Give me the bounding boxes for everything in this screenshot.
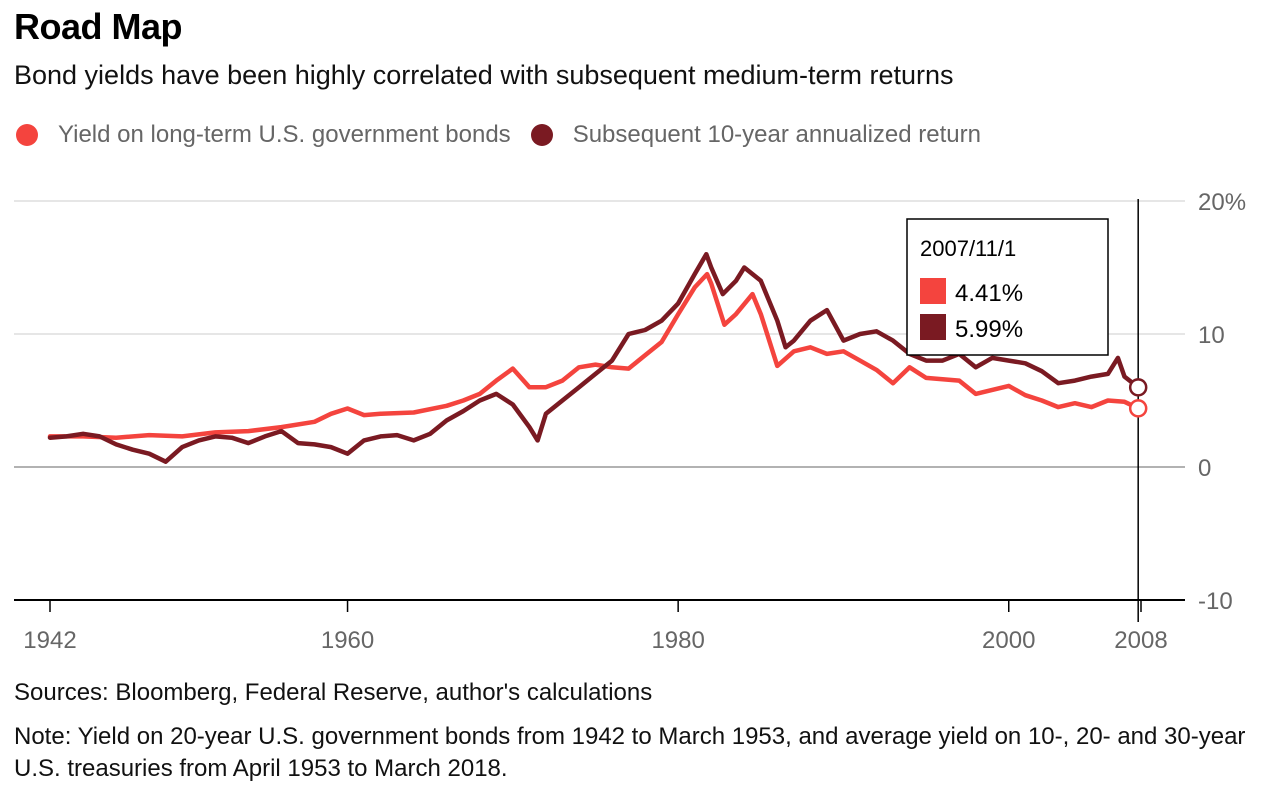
legend: Yield on long-term U.S. government bonds…	[16, 118, 1001, 152]
legend-label-return: Subsequent 10-year annualized return	[572, 121, 981, 148]
x-tick-label: 2000	[982, 627, 1035, 654]
hover-tooltip: 2007/11/1 4.41% 5.99%	[906, 218, 1109, 356]
y-tick-label: -10	[1198, 588, 1233, 615]
x-tick-label: 2008	[1114, 627, 1167, 654]
legend-item-yield[interactable]: Yield on long-term U.S. government bonds	[16, 121, 511, 149]
legend-label-yield: Yield on long-term U.S. government bonds	[58, 121, 511, 148]
x-tick-label: 1960	[321, 627, 374, 654]
return-hover-marker	[1128, 378, 1148, 397]
yield-series-line	[47, 271, 1141, 440]
chart-note: Note: Yield on 20-year U.S. government b…	[14, 723, 1246, 782]
return-series-line	[47, 251, 1141, 464]
hover-markers	[1128, 378, 1148, 418]
tooltip-return-value: 5.99%	[955, 316, 1023, 343]
chart-subtitle: Bond yields have been highly correlated …	[14, 60, 954, 90]
grid-layer	[14, 200, 1185, 601]
legend-item-return[interactable]: Subsequent 10-year annualized return	[530, 121, 981, 149]
yield-hover-marker	[1128, 399, 1148, 418]
return-legend-dot-icon	[530, 124, 553, 146]
x-tick-label: 1942	[23, 627, 76, 654]
yield-legend-dot-icon	[16, 124, 38, 146]
x-tick-label: 1980	[651, 627, 704, 654]
tooltip-date: 2007/11/1	[920, 236, 1016, 261]
y-tick-label: 0	[1198, 455, 1211, 482]
y-tick-label: 10	[1198, 322, 1225, 349]
series-layer	[47, 251, 1141, 464]
chart-title: Road Map	[14, 6, 183, 47]
x-axis: 1942 1960 1980 2000 2008	[23, 600, 1168, 654]
tooltip-return-swatch	[920, 314, 946, 340]
tooltip-yield-value: 4.41%	[955, 280, 1023, 307]
y-tick-label: 20%	[1198, 189, 1246, 216]
y-axis: 20% 10 0 -10	[1198, 189, 1246, 615]
tooltip-yield-swatch	[920, 278, 946, 304]
chart-sources: Sources: Bloomberg, Federal Reserve, aut…	[14, 679, 653, 706]
chart-svg[interactable]: 20% 10 0 -10 1942 1960 1980 2000 2008 2007/11/1…	[0, 0, 1279, 680]
